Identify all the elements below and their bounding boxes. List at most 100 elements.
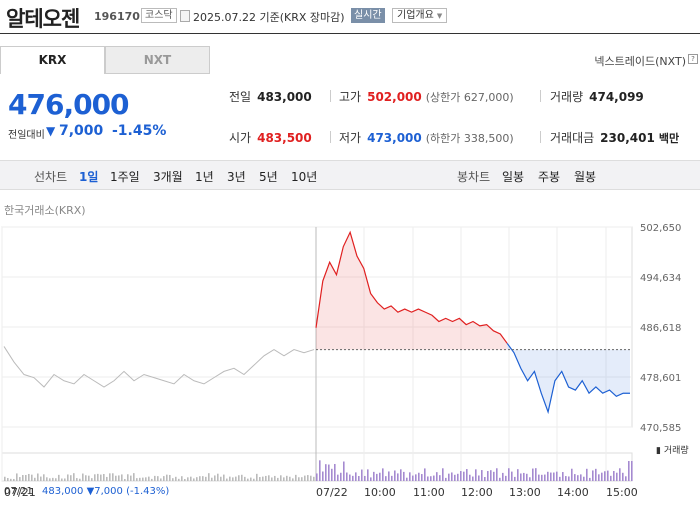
volume-bar bbox=[40, 476, 42, 481]
volume-bar bbox=[202, 476, 204, 481]
stock-code: 196170 bbox=[94, 10, 140, 23]
volume-bar bbox=[142, 477, 144, 481]
volume-bar bbox=[565, 476, 567, 481]
volume-bar bbox=[220, 476, 222, 481]
quote-prev-close: 전일 483,000 bbox=[229, 88, 312, 105]
volume-bar bbox=[613, 471, 615, 481]
candle-weekly[interactable]: 주봉 bbox=[538, 170, 561, 184]
quote-high: 고가 502,000 (상한가 627,000) bbox=[339, 88, 514, 105]
volume-bar bbox=[463, 471, 465, 481]
volume-bar bbox=[211, 477, 213, 481]
x-tick-label: 15:00 bbox=[606, 486, 638, 499]
volume-bar bbox=[181, 476, 183, 481]
volume-bar bbox=[409, 472, 411, 481]
volume-bar bbox=[610, 475, 612, 481]
volume-bar bbox=[427, 476, 429, 481]
volume-bar bbox=[295, 474, 297, 481]
volume-bar bbox=[448, 473, 450, 481]
volume-bar bbox=[172, 478, 174, 481]
candle-daily[interactable]: 일봉 bbox=[502, 170, 525, 184]
volume-bar bbox=[268, 475, 270, 481]
volume-bar bbox=[538, 474, 540, 481]
volume-bar bbox=[52, 477, 54, 481]
volume-bar bbox=[229, 476, 231, 481]
volume-bar bbox=[412, 475, 414, 481]
tab-krx[interactable]: KRX bbox=[0, 46, 105, 74]
realtime-button[interactable]: 실시간 bbox=[351, 8, 385, 23]
volume-bar bbox=[397, 473, 399, 481]
volume-bar bbox=[88, 475, 90, 481]
nextrade-link[interactable]: 넥스트레이드(NXT) bbox=[594, 55, 686, 68]
volume-bar bbox=[619, 468, 621, 481]
company-overview-label: 기업개요 bbox=[397, 10, 434, 21]
quote-volume: 거래량 474,099 bbox=[550, 88, 644, 105]
volume-bar bbox=[169, 474, 171, 481]
volume-bar bbox=[484, 477, 486, 481]
volume-bar bbox=[442, 468, 444, 481]
up-line bbox=[315, 230, 508, 344]
chart-title: 한국거래소(KRX) bbox=[4, 204, 86, 217]
volume-bar bbox=[385, 476, 387, 481]
volume-bar bbox=[382, 468, 384, 481]
stock-header: 알테오젠 196170 코스닥 2025.07.22 기준(KRX 장마감) 실… bbox=[0, 0, 700, 34]
quote-value: 230,401 bbox=[600, 131, 655, 145]
divider bbox=[330, 131, 331, 143]
volume-bar bbox=[388, 471, 390, 481]
x-tick-label: 12:00 bbox=[461, 486, 493, 499]
volume-bar bbox=[319, 460, 321, 481]
y-tick-label: 478,601 bbox=[640, 373, 681, 384]
volume-bar bbox=[376, 473, 378, 481]
footer-date: 07/21 bbox=[4, 486, 33, 497]
volume-bar bbox=[154, 475, 156, 481]
volume-bar bbox=[349, 474, 351, 481]
volume-bar bbox=[163, 476, 165, 481]
volume-bar bbox=[532, 468, 534, 481]
tab-nxt[interactable]: NXT bbox=[105, 46, 210, 74]
volume-bar bbox=[19, 477, 21, 481]
volume-bar bbox=[370, 477, 372, 481]
period-10y[interactable]: 10년 bbox=[291, 170, 318, 184]
period-1y[interactable]: 1년 bbox=[195, 170, 214, 184]
volume-bar bbox=[145, 477, 147, 481]
volume-bar bbox=[451, 472, 453, 481]
volume-bar bbox=[592, 470, 594, 481]
period-1d[interactable]: 1일 bbox=[79, 170, 99, 184]
volume-bar bbox=[214, 475, 216, 481]
volume-bar bbox=[436, 472, 438, 481]
volume-bar bbox=[472, 476, 474, 481]
quote-label: 고가 bbox=[339, 90, 362, 104]
volume-bar bbox=[85, 475, 87, 481]
candle-monthly[interactable]: 월봉 bbox=[574, 170, 597, 184]
chevron-down-icon: ▼ bbox=[436, 12, 443, 20]
volume-bar bbox=[631, 461, 633, 481]
volume-bar bbox=[529, 477, 531, 481]
price-chart[interactable]: 502,650 494,634 486,618 478,601 470,585 07/2… bbox=[0, 215, 700, 505]
volume-bar bbox=[475, 469, 477, 481]
volume-bar bbox=[424, 468, 426, 481]
volume-bar bbox=[616, 472, 618, 481]
company-overview-button[interactable]: 기업개요 ▼ bbox=[392, 8, 448, 23]
volume-bar bbox=[394, 470, 396, 481]
volume-bar bbox=[124, 478, 126, 481]
volume-bar bbox=[577, 475, 579, 481]
period-1w[interactable]: 1주일 bbox=[110, 170, 140, 184]
x-tick-label: 11:00 bbox=[413, 486, 445, 499]
volume-bar bbox=[7, 478, 9, 481]
volume-bar bbox=[289, 476, 291, 481]
volume-bar bbox=[235, 476, 237, 481]
period-3m[interactable]: 3개월 bbox=[153, 170, 183, 184]
volume-bar bbox=[79, 478, 81, 481]
period-5y[interactable]: 5년 bbox=[259, 170, 278, 184]
volume-bar bbox=[184, 478, 186, 481]
volume-bar bbox=[415, 474, 417, 481]
help-icon[interactable]: ? bbox=[688, 54, 698, 64]
quote-label: 전일 bbox=[229, 90, 252, 104]
change-label: 전일대비 bbox=[8, 130, 45, 141]
volume-bar bbox=[601, 472, 603, 481]
quote-value: 483,000 bbox=[257, 90, 312, 104]
volume-bar bbox=[31, 474, 33, 481]
period-3y[interactable]: 3년 bbox=[227, 170, 246, 184]
footer-price: 483,000 bbox=[42, 486, 84, 497]
volume-bar bbox=[301, 477, 303, 481]
volume-bar bbox=[622, 472, 624, 481]
